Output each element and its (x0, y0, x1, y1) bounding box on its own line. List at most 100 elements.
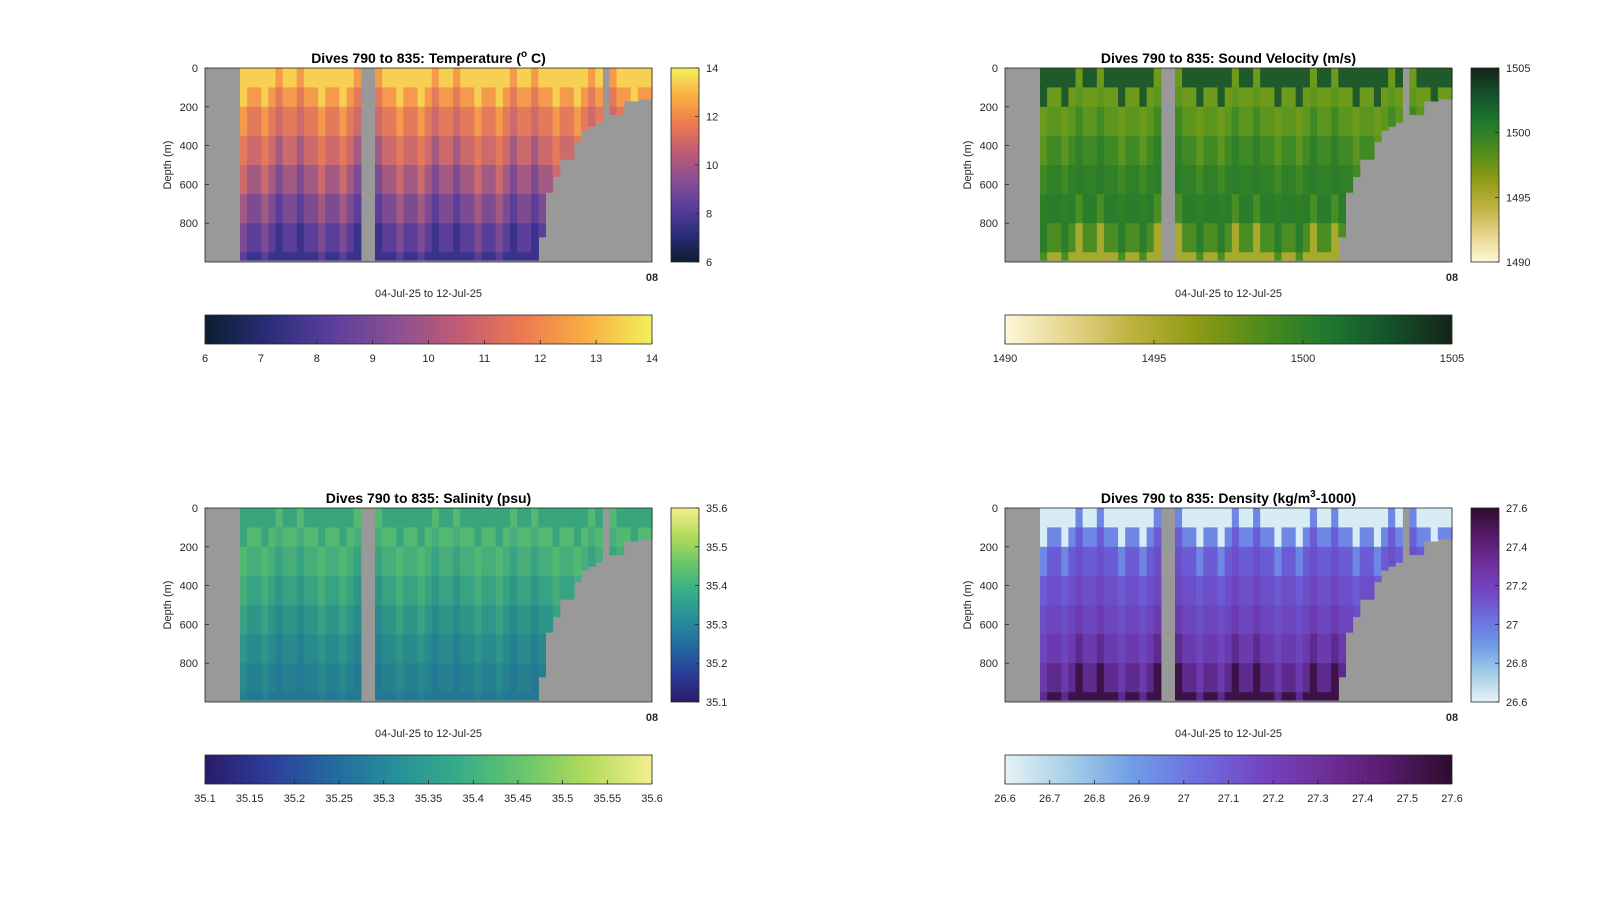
heatmap-cell (1068, 87, 1077, 108)
heatmap-cell (509, 135, 518, 166)
colorbar-tick-label: 27 (1506, 619, 1518, 631)
x-tick-label: 08 (1446, 272, 1458, 284)
heatmap-cell (1182, 194, 1190, 224)
heatmap-cell (545, 68, 554, 88)
colorbar-tick-label: 26.6 (994, 793, 1015, 805)
heatmap-cell (353, 663, 362, 693)
heatmap-cell (566, 546, 575, 577)
heatmap-cell (261, 546, 269, 577)
heatmap-cell (417, 135, 426, 166)
heatmap-cell (1125, 252, 1133, 261)
heatmap-cell (1040, 223, 1048, 253)
heatmap-cell (1061, 663, 1069, 693)
heatmap-cell (1352, 106, 1361, 137)
heatmap-cell (1118, 252, 1126, 261)
heatmap-cell (254, 223, 262, 253)
heatmap-cell (240, 546, 248, 577)
heatmap-cell (1089, 252, 1098, 261)
heatmap-cell (595, 508, 603, 528)
heatmap-cell (1153, 527, 1162, 548)
heatmap-cell (566, 87, 575, 108)
heatmap-cell (296, 605, 305, 635)
heatmap-cell (247, 135, 255, 166)
heatmap-cell (1430, 508, 1439, 528)
heatmap-cell (311, 575, 319, 606)
heatmap-cell (1175, 223, 1183, 253)
heatmap-cell (346, 527, 355, 548)
heatmap-cell (1125, 605, 1133, 635)
heatmap-cell (1338, 135, 1346, 166)
heatmap-cell (1111, 194, 1119, 224)
heatmap-cell (1274, 165, 1283, 195)
heatmap-cell (524, 546, 532, 577)
heatmap-cell (1175, 575, 1183, 606)
heatmap-cell (1345, 106, 1354, 137)
heatmap-cell (1302, 527, 1311, 548)
heatmap-cell (446, 252, 454, 261)
heatmap-cell (446, 692, 454, 701)
heatmap-cell (325, 575, 333, 606)
heatmap-cell (1139, 87, 1148, 108)
heatmap-cell (495, 634, 504, 664)
heatmap-cell (375, 106, 383, 137)
heatmap-cell (1224, 575, 1233, 606)
heatmap-cell (616, 508, 625, 528)
colorbar-tick-label: 6 (706, 257, 712, 269)
colorbar-tick-label: 35.2 (706, 658, 727, 670)
heatmap-cell (1189, 663, 1197, 693)
heatmap-cell (1061, 634, 1069, 664)
heatmap-cell (1373, 546, 1382, 577)
heatmap-cell (417, 692, 426, 701)
heatmap-cell (1125, 527, 1133, 548)
heatmap-cell (481, 87, 490, 108)
heatmap-cell (1096, 663, 1105, 693)
heatmap-cell (1295, 634, 1304, 664)
heatmap-cell (438, 527, 447, 548)
heatmap-cell (396, 692, 404, 701)
heatmap-cell (1054, 634, 1062, 664)
heatmap-cell (1125, 546, 1133, 577)
heatmap-cell (1210, 165, 1219, 195)
heatmap-cell (1381, 87, 1389, 108)
heatmap-cell (581, 68, 589, 88)
heatmap-cell (502, 663, 511, 693)
heatmap-cell (509, 194, 518, 224)
heatmap-cell (1324, 634, 1332, 664)
heatmap-cell (453, 692, 461, 701)
heatmap-cell (268, 223, 277, 253)
heatmap-cells (1040, 68, 1453, 261)
colorbar-tick-label: 27.5 (1397, 793, 1418, 805)
heatmap-cell (311, 546, 319, 577)
heatmap-cell (254, 692, 262, 701)
heatmap-cell (1260, 165, 1268, 195)
heatmap-cell (1203, 527, 1212, 548)
heatmap-cell (403, 546, 412, 577)
heatmap-cell (467, 165, 475, 195)
heatmap-cell (282, 508, 291, 528)
heatmap-cell (1295, 135, 1304, 166)
heatmap-cell (1153, 252, 1162, 261)
heatmap-cell (531, 223, 539, 253)
heatmap-cell (495, 575, 504, 606)
heatmap-cell (552, 135, 561, 166)
heatmap-cell (453, 663, 461, 693)
heatmap-cell (1246, 106, 1254, 137)
heatmap-cell (303, 135, 312, 166)
heatmap-cell (1040, 165, 1048, 195)
colorbar-tick-label: 35.1 (194, 793, 215, 805)
heatmap-cell (1054, 527, 1062, 548)
heatmap-cell (1224, 527, 1233, 548)
heatmap-cell (303, 87, 312, 108)
heatmap-cell (282, 605, 291, 635)
heatmap-cell (1075, 527, 1084, 548)
heatmap-cell (1210, 508, 1219, 528)
heatmap-cell (460, 194, 468, 224)
heatmap-cell (1423, 68, 1432, 88)
heatmap-cell (1061, 252, 1069, 261)
heatmap-cell (1047, 663, 1055, 693)
heatmap-cell (1260, 605, 1268, 635)
heatmap-cell (240, 252, 248, 261)
heatmap-cell (431, 135, 440, 166)
heatmap-cell (1054, 663, 1062, 693)
heatmap-cell (1132, 508, 1140, 528)
